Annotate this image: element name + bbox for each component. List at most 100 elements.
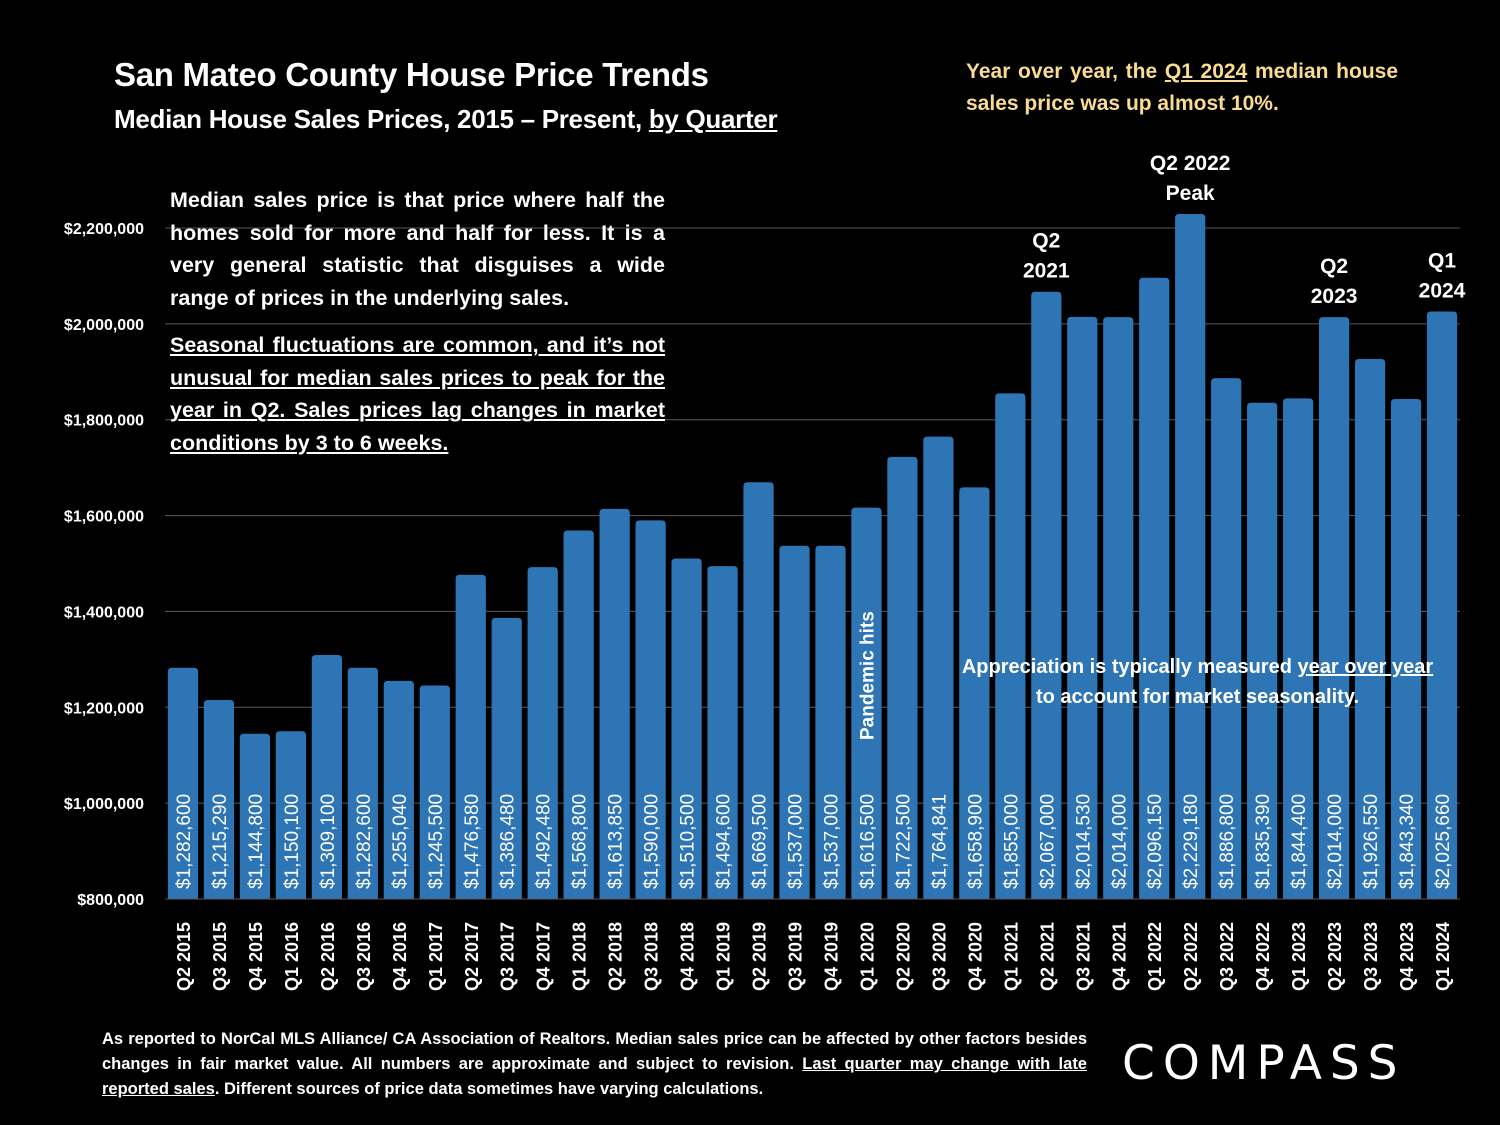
x-tick-label: Q1 2020	[857, 922, 877, 991]
x-tick-label: Q3 2018	[642, 922, 662, 991]
bar	[275, 731, 307, 899]
bar-data-label: $2,067,000	[1037, 794, 1058, 889]
x-tick-label: Q2 2018	[606, 922, 626, 991]
bar	[743, 482, 774, 899]
bar	[491, 617, 522, 899]
bar-data-label: $1,722,500	[893, 794, 914, 889]
bar	[1067, 316, 1098, 899]
y-tick-label: $1,000,000	[64, 796, 144, 813]
y-tick-label: $1,800,000	[64, 413, 144, 430]
bar	[671, 558, 702, 899]
bar	[599, 508, 630, 899]
appreciation-yoy: year over year	[1297, 656, 1434, 678]
footer-text-2: . Different sources of price data someti…	[214, 1080, 764, 1098]
bar-data-label: $1,835,390	[1253, 794, 1274, 889]
bar-data-label: $2,014,000	[1325, 794, 1346, 889]
bar	[1354, 359, 1386, 899]
bar	[1175, 214, 1206, 899]
bar-data-label: $1,844,400	[1289, 794, 1310, 889]
bar	[347, 667, 378, 899]
bar-data-label: $1,309,100	[318, 794, 339, 889]
bar	[815, 545, 846, 899]
x-tick-label: Q4 2023	[1397, 922, 1417, 991]
bar-data-label: $1,568,800	[570, 794, 591, 889]
x-tick-label: Q4 2020	[965, 922, 985, 991]
bar-data-label: $1,537,000	[821, 794, 842, 889]
x-tick-label: Q3 2015	[210, 922, 230, 991]
x-tick-label: Q2 2021	[1037, 922, 1057, 991]
x-tick-label: Q3 2022	[1217, 922, 1237, 991]
x-tick-label: Q4 2018	[678, 922, 698, 991]
bar	[995, 393, 1026, 899]
x-tick-label: Q2 2017	[462, 922, 482, 991]
bar-data-label: $2,014,000	[1109, 794, 1130, 889]
x-tick-label: Q2 2015	[174, 922, 194, 991]
bar-data-label: $1,494,600	[714, 794, 735, 889]
bar	[635, 520, 666, 899]
bar-data-label: $1,282,600	[354, 794, 375, 889]
bar-data-label: $1,282,600	[174, 794, 195, 889]
bar-data-label: $2,229,180	[1181, 794, 1202, 889]
bar	[419, 685, 450, 899]
bar	[203, 699, 235, 899]
bar	[959, 487, 990, 899]
y-tick-label: $800,000	[77, 892, 144, 909]
y-tick-label: $1,400,000	[64, 604, 144, 621]
bar	[1031, 291, 1062, 899]
peak-annotation: Peak	[1166, 182, 1215, 205]
bar	[707, 566, 738, 899]
bar-data-label: $1,150,100	[282, 794, 303, 889]
bar	[1247, 402, 1278, 899]
x-tick-label: Q2 2020	[893, 922, 913, 991]
peak-annotation: Q2	[1320, 255, 1348, 278]
bar-data-label: $1,616,500	[857, 794, 878, 889]
bar-data-label: $1,215,290	[210, 794, 231, 889]
bar	[779, 545, 810, 899]
bar-data-label: $2,014,530	[1073, 794, 1094, 889]
bar-data-label: $1,926,550	[1361, 794, 1382, 889]
y-tick-label: $2,000,000	[64, 317, 144, 334]
x-axis: Q2 2015 Q3 2015 Q4 2015 Q1 2016 Q2 2016 Q3 20…	[165, 898, 1460, 991]
appreciation-text-1: Appreciation is typically measured	[961, 656, 1298, 678]
bar-data-label: $1,613,850	[606, 794, 627, 889]
x-tick-label: Q3 2016	[354, 922, 374, 991]
bar-data-label: $2,025,660	[1433, 794, 1454, 889]
bar-data-label: $1,669,500	[750, 794, 771, 889]
bar	[1283, 398, 1314, 899]
x-tick-label: Q1 2021	[1001, 922, 1021, 991]
x-tick-label: Q1 2022	[1145, 922, 1165, 991]
bar	[311, 654, 342, 899]
yoy-quarter: Q1 2024	[1164, 60, 1248, 83]
bar	[527, 567, 558, 899]
bar	[1318, 317, 1350, 899]
appreciation-text-2: to account for market seasonality.	[1035, 686, 1360, 708]
bars: $1,282,600 $1,215,290 $1,144,800 $1,150,100…	[167, 214, 1458, 900]
yoy-callout: Year over year, the Q1 2024 median house…	[966, 56, 1398, 120]
bar	[383, 680, 414, 899]
y-tick-label: $2,200,000	[64, 221, 144, 238]
bar	[923, 436, 954, 899]
x-tick-label: Q3 2017	[498, 922, 518, 991]
footer-underlined: Last quarter may change with late report…	[102, 1055, 1087, 1098]
y-tick-label: $1,600,000	[64, 509, 144, 526]
bar	[887, 456, 918, 899]
x-tick-label: Q3 2019	[786, 922, 806, 991]
x-tick-label: Q1 2016	[282, 922, 302, 991]
chart-subtitle: Median House Sales Prices, 2015 – Presen…	[114, 104, 778, 135]
bar	[563, 530, 594, 899]
bar-data-label: $2,096,150	[1145, 794, 1166, 889]
y-axis: $800,000 $1,000,000 $1,200,000 $1,400,000 $1…	[64, 221, 144, 909]
bar-data-label: $1,886,800	[1217, 794, 1238, 889]
x-tick-label: Q1 2019	[714, 922, 734, 991]
x-tick-label: Q4 2015	[246, 922, 266, 991]
x-tick-label: Q2 2023	[1325, 922, 1345, 991]
footer-text-1: As reported to NorCal MLS Alliance/ CA A…	[102, 1030, 1087, 1073]
compass-logo: COMPASS	[1122, 1036, 1406, 1091]
bar-data-label: $1,245,500	[426, 794, 447, 889]
bar-data-label: $1,764,841	[929, 794, 950, 889]
median-definition-note: Median sales price is that price where h…	[170, 188, 665, 310]
x-tick-label: Q3 2023	[1361, 922, 1381, 991]
bar	[1139, 277, 1170, 900]
pandemic-annotation: Pandemic hits	[857, 611, 878, 740]
x-tick-label: Q1 2023	[1289, 922, 1309, 991]
